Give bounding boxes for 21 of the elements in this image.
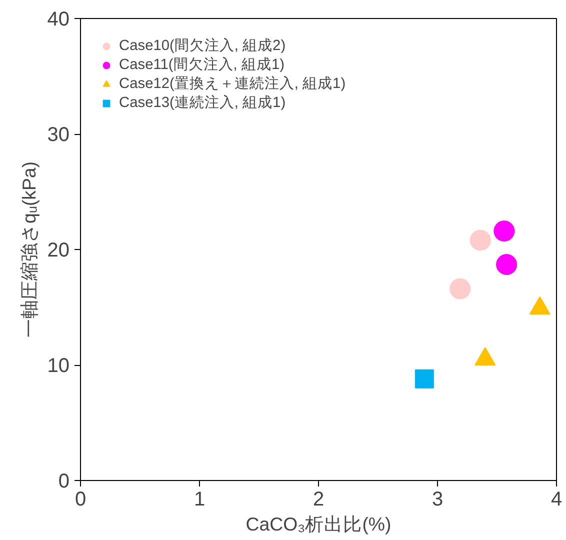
x-tick-label: 3 (432, 488, 444, 510)
legend-label: Case12(置換え＋連続注入, 組成1) (119, 75, 346, 93)
y-tick-label: 10 (47, 355, 70, 377)
point (494, 220, 515, 242)
x-tick-label: 1 (194, 488, 206, 510)
legend-label: Case13(連続注入, 組成1) (119, 94, 286, 112)
point (496, 254, 518, 275)
y-tick-label: 20 (47, 240, 70, 262)
y-tick-label: 0 (58, 470, 70, 492)
x-tick-label: 2 (312, 488, 324, 510)
x-tick-label: 4 (550, 488, 562, 510)
legend-label: Case11(間欠注入, 組成1) (119, 56, 284, 74)
legend-label: Case10(間欠注入, 組成2) (119, 37, 286, 55)
y-tick-label: 30 (47, 124, 70, 146)
point (470, 230, 491, 251)
y-tick-label: 40 (47, 8, 70, 30)
y-axis-title: 一軸圧縮強さqᵤ(kPa) (18, 161, 40, 338)
point (414, 369, 434, 388)
x-tick-label: 0 (74, 488, 86, 510)
x-axis-title: CaCO₃析出比(%) (246, 514, 392, 534)
point (450, 278, 471, 300)
